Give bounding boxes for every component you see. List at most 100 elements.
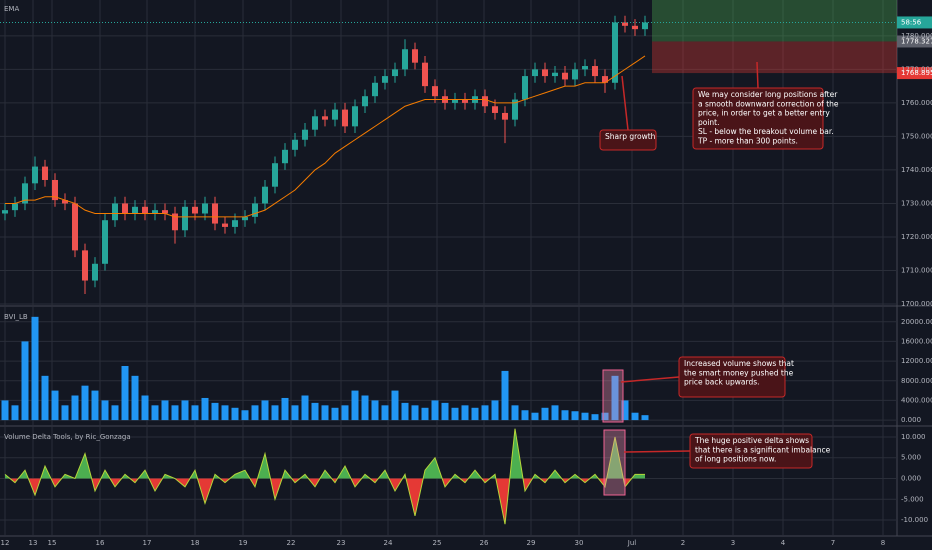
callout-arrow: [620, 376, 680, 383]
candle-body: [142, 206, 148, 214]
candle-body: [352, 106, 358, 127]
take-profit-zone: [652, 0, 897, 42]
volume-bar: [641, 415, 649, 421]
callout-text: a smooth downward correction of the: [698, 99, 839, 108]
y-tick-label: 0.000: [901, 416, 921, 424]
volume-bar: [141, 395, 149, 421]
volume-bar: [621, 400, 629, 421]
volume-bar: [1, 400, 9, 421]
candle-body: [642, 22, 648, 30]
candle-body: [82, 250, 88, 281]
candle-body: [342, 109, 348, 127]
candle-body: [372, 82, 378, 97]
entry-tag: [897, 35, 932, 48]
volume-bar: [591, 414, 599, 421]
candle-body: [602, 76, 608, 83]
callout-arrow: [623, 450, 691, 453]
candle-body: [122, 203, 128, 214]
stop-label: 1768.895: [901, 69, 932, 77]
entry-label: 1778.327: [901, 37, 932, 45]
y-tick-label: 1700.000: [901, 300, 932, 308]
volume-bar: [521, 410, 529, 421]
volume-bar: [571, 411, 579, 421]
volume-bar: [101, 400, 109, 421]
candle-body: [162, 210, 168, 214]
volume-bar: [11, 405, 19, 421]
candle-body: [432, 86, 438, 97]
x-tick-label: 8: [881, 539, 885, 547]
candle-body: [132, 206, 138, 214]
x-tick-label: 30: [575, 539, 584, 547]
candle-body: [282, 149, 288, 164]
marks: [0, 0, 932, 525]
volume-bar: [181, 400, 189, 421]
volume-bar: [501, 370, 509, 421]
volume-bar: [131, 375, 139, 421]
x-tick-label: 29: [527, 539, 536, 547]
candle-body: [522, 76, 528, 100]
volume-bar: [61, 405, 69, 421]
candle-body: [182, 206, 188, 231]
callout-box: [599, 129, 657, 151]
candle-body: [312, 116, 318, 130]
candle-body: [252, 203, 258, 217]
candle-body: [1, 210, 8, 214]
y-tick-label: 1770.000: [901, 65, 932, 73]
x-tick-label: 15: [48, 539, 57, 547]
volume-bar: [471, 407, 479, 421]
volume-bar: [451, 407, 459, 421]
candle-body: [362, 96, 368, 107]
volume-bar: [601, 412, 609, 421]
volume-highlight: [602, 369, 624, 423]
y-tick-label: 4000.000: [901, 396, 932, 404]
volume-bar: [121, 366, 129, 421]
candle-body: [562, 72, 568, 80]
callout-text: We may consider long positions after: [698, 90, 838, 99]
candle-body: [152, 210, 158, 214]
volume-bar: [491, 400, 499, 421]
candle-body: [592, 66, 598, 77]
candle-body: [92, 263, 98, 281]
pane-title: EMA: [4, 5, 19, 13]
y-tick-label: 1720.000: [901, 233, 932, 241]
callout-text: The huge positive delta shows: [694, 436, 809, 445]
y-tick-label: 1750.000: [901, 132, 932, 140]
candle-body: [422, 62, 428, 87]
y-tick-label: 1730.000: [901, 199, 932, 207]
candle-body: [482, 96, 488, 107]
candle-body: [192, 206, 198, 214]
volume-bar: [611, 375, 619, 421]
volume-bar: [511, 405, 519, 421]
volume-bar: [481, 405, 489, 421]
volume-bar: [331, 407, 339, 421]
volume-bar: [271, 405, 279, 421]
pane-title: Volume Delta Tools, by Ric_Gonzaga: [4, 433, 131, 441]
candle-body: [202, 203, 208, 214]
candle-body: [222, 223, 228, 227]
volume-bar: [361, 395, 369, 421]
candle-body: [242, 216, 248, 221]
countdown-tag: [897, 16, 932, 29]
volume-bar: [151, 405, 159, 421]
x-tick-label: 7: [831, 539, 835, 547]
callout-text: price, in order to get a better entry: [698, 109, 830, 118]
candle-body: [32, 166, 38, 184]
volume-bar: [341, 405, 349, 421]
candle-body: [302, 129, 308, 140]
x-tick-label: 12: [1, 539, 10, 547]
volume-bar: [371, 400, 379, 421]
volume-bar: [321, 405, 329, 421]
ema-line: [5, 55, 646, 218]
callout-text: price back upwards.: [684, 378, 760, 387]
y-tick-label: 16000.000: [901, 337, 932, 345]
y-tick-label: -10.000: [901, 516, 928, 524]
candle-body: [622, 22, 628, 26]
volume-bar: [81, 385, 89, 421]
candle-body: [542, 69, 548, 77]
volume-bar: [421, 407, 429, 421]
volume-bar: [411, 405, 419, 421]
volume-bar: [441, 402, 449, 421]
volume-bar: [71, 395, 79, 421]
